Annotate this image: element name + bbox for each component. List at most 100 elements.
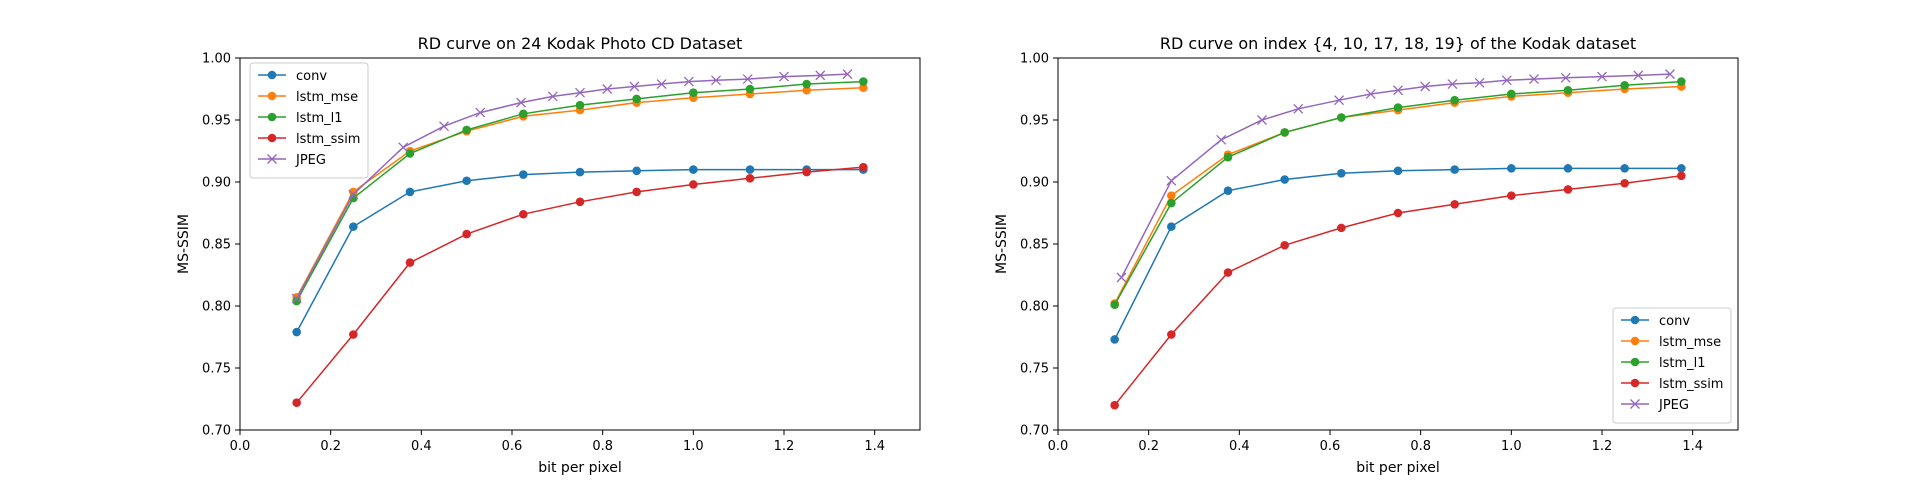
legend-item: lstm_l1	[258, 111, 343, 126]
data-point	[1620, 178, 1629, 188]
legend-marker	[1630, 357, 1640, 367]
legend-item: conv	[1621, 314, 1690, 329]
legend-item: lstm_l1	[1621, 356, 1706, 371]
data-point	[349, 330, 358, 339]
data-point	[292, 327, 301, 337]
data-point	[519, 209, 528, 219]
chart-title: RD curve on 24 Kodak Photo CD Dataset	[418, 34, 743, 53]
series-lstm-l1	[292, 77, 868, 306]
data-point	[802, 167, 811, 177]
data-point	[575, 197, 585, 207]
y-tick-label: 0.95	[1020, 114, 1049, 129]
data-point	[1474, 77, 1485, 88]
x-tick-label: 0.4	[1229, 439, 1250, 454]
data-point	[1447, 79, 1458, 89]
data-point	[802, 79, 811, 89]
data-point	[292, 398, 301, 408]
data-point	[1560, 72, 1571, 83]
y-tick-label: 0.75	[202, 362, 231, 377]
legend-label: lstm_mse	[296, 90, 358, 105]
legend-label: JPEG	[1658, 398, 1689, 413]
data-point	[1280, 175, 1289, 184]
data-point	[629, 81, 640, 92]
data-point	[1563, 185, 1573, 194]
series-line	[296, 87, 864, 298]
series-lstm-mse	[1110, 82, 1686, 308]
data-point	[632, 187, 641, 197]
y-tick-label: 0.90	[1020, 176, 1049, 191]
chart-left: RD curve on 24 Kodak Photo CD Dataset 0.0…	[176, 34, 921, 476]
legend-marker	[1630, 378, 1640, 388]
data-point	[1507, 191, 1516, 200]
data-point	[1110, 335, 1119, 344]
data-point	[1337, 113, 1346, 122]
series-line	[296, 80, 864, 302]
data-point	[1216, 134, 1227, 145]
legend-item: lstm_mse	[1621, 335, 1721, 350]
data-point	[779, 71, 789, 82]
data-point	[1293, 103, 1304, 114]
y-tick-label: 0.70	[1020, 424, 1049, 439]
chart-right: RD curve on index {4, 10, 17, 18, 19} of…	[994, 34, 1739, 476]
legend-item: conv	[258, 69, 327, 84]
data-point	[1507, 164, 1516, 173]
data-point	[1665, 69, 1675, 80]
x-tick-label: 0.0	[1048, 439, 1069, 454]
legend-marker	[267, 91, 277, 101]
data-point	[1280, 128, 1289, 137]
data-point	[1167, 222, 1176, 231]
data-point	[689, 180, 698, 189]
legend-item: JPEG	[258, 153, 326, 168]
series-line	[296, 168, 864, 333]
data-point	[745, 173, 755, 183]
y-axis-label: MS-SSIM	[994, 214, 1010, 274]
data-point	[1677, 171, 1686, 181]
y-tick-label: 0.90	[202, 176, 231, 191]
data-point	[1393, 166, 1403, 176]
x-tick-label: 1.4	[864, 439, 885, 454]
data-point	[519, 170, 528, 179]
data-point	[859, 77, 868, 86]
data-point	[1529, 74, 1539, 85]
data-point	[1280, 240, 1289, 250]
legend-marker	[1630, 315, 1640, 325]
y-tick-label: 1.00	[1020, 52, 1049, 67]
y-axis-label: MS-SSIM	[176, 214, 192, 274]
data-point	[1393, 103, 1403, 112]
legend-marker	[267, 70, 277, 80]
data-point	[1167, 330, 1176, 339]
legend-label: conv	[296, 69, 327, 84]
data-point	[1563, 164, 1573, 173]
data-point	[842, 69, 853, 80]
y-tick-label: 0.85	[1020, 238, 1049, 253]
data-point	[859, 162, 868, 172]
y-tick-label: 0.70	[202, 424, 231, 439]
x-tick-label: 0.6	[502, 439, 523, 454]
data-point	[1223, 186, 1233, 195]
data-point	[405, 258, 415, 267]
data-point	[689, 165, 698, 174]
x-tick-label: 0.8	[1410, 439, 1431, 454]
series-lstm-mse	[292, 83, 868, 302]
data-point	[1597, 71, 1607, 82]
y-tick-label: 0.80	[1020, 300, 1049, 315]
data-point	[1166, 175, 1177, 186]
legend-marker	[1630, 336, 1640, 346]
legend-label: lstm_ssim	[296, 132, 360, 147]
data-point	[1501, 75, 1512, 86]
data-point	[291, 293, 302, 304]
y-tick-label: 0.85	[202, 238, 231, 253]
legend-marker	[267, 133, 277, 143]
series-line	[1114, 80, 1682, 306]
x-tick-label: 0.2	[1138, 439, 1159, 454]
data-point	[742, 74, 753, 85]
data-point	[1563, 85, 1573, 95]
data-point	[1450, 95, 1459, 105]
data-point	[462, 125, 471, 135]
data-point	[1110, 300, 1119, 310]
legend-label: lstm_mse	[1659, 335, 1721, 350]
x-tick-label: 0.6	[1320, 439, 1341, 454]
legend: conv lstm_mse lstm_l1 lstm_ssim JPEG	[249, 62, 369, 179]
data-point	[462, 229, 471, 239]
